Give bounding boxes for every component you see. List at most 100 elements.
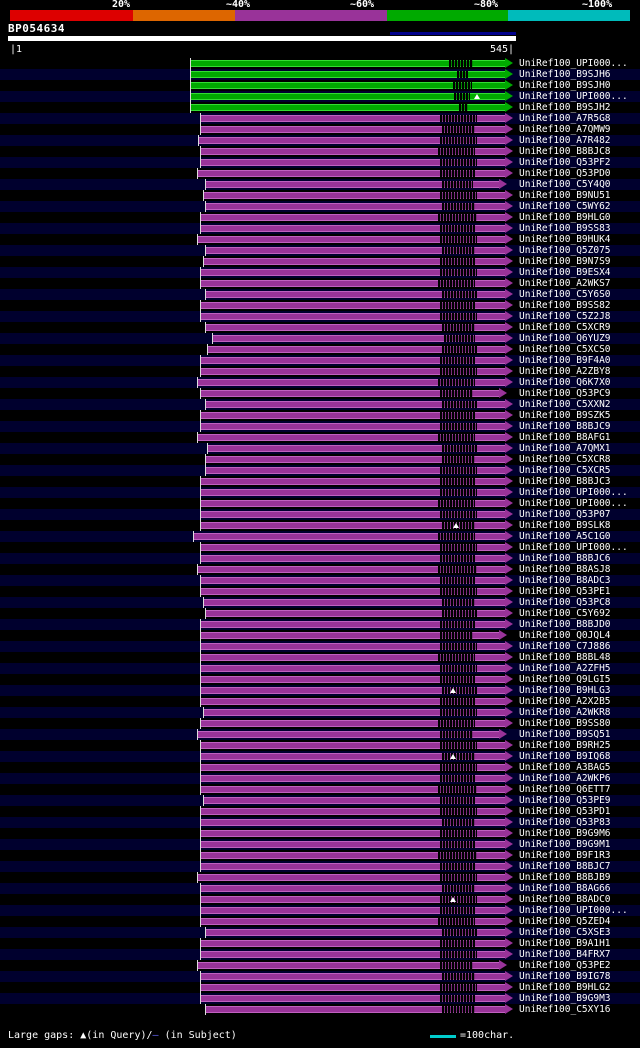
alignment-bar[interactable] xyxy=(200,905,514,916)
alignment-bar[interactable] xyxy=(200,982,514,993)
alignment-bar[interactable] xyxy=(200,663,514,674)
alignment-bar[interactable] xyxy=(204,1004,514,1015)
alignment-bar[interactable] xyxy=(204,465,514,476)
alignment-bar[interactable] xyxy=(189,58,514,69)
alignment-bar[interactable] xyxy=(200,520,514,531)
alignment-bar[interactable] xyxy=(200,861,514,872)
alignment-bar[interactable] xyxy=(197,432,514,443)
alignment-bar[interactable] xyxy=(200,157,514,168)
alignment-bar[interactable] xyxy=(200,938,514,949)
alignment-bar[interactable] xyxy=(200,278,514,289)
bar-start-tick xyxy=(200,696,202,707)
alignment-bar[interactable] xyxy=(204,608,514,619)
arrow-right-icon xyxy=(505,487,514,497)
alignment-bar[interactable] xyxy=(189,80,514,91)
alignment-bar[interactable] xyxy=(200,113,514,124)
alignment-bar[interactable] xyxy=(189,91,514,102)
alignment-bar[interactable] xyxy=(200,311,514,322)
alignment-bar[interactable] xyxy=(200,773,514,784)
alignment-bar[interactable] xyxy=(206,344,514,355)
hit-label: UniRef100_UPI000... xyxy=(519,58,628,69)
bar-start-tick xyxy=(200,718,202,729)
alignment-bar[interactable] xyxy=(200,740,514,751)
alignment-bar[interactable] xyxy=(200,762,514,773)
alignment-bar[interactable] xyxy=(200,487,514,498)
alignment-bar[interactable] xyxy=(197,564,514,575)
alignment-bar[interactable] xyxy=(200,212,514,223)
alignment-bar[interactable] xyxy=(200,366,514,377)
alignment-bar[interactable] xyxy=(204,399,514,410)
bar-start-tick xyxy=(200,520,202,531)
mismatch-hatch-region xyxy=(440,544,478,551)
alignment-bar[interactable] xyxy=(200,806,514,817)
alignment-bar[interactable] xyxy=(204,179,507,190)
alignment-bar[interactable] xyxy=(202,256,514,267)
alignment-bar[interactable] xyxy=(200,388,507,399)
alignment-row: UniRef100_B8ASJ8 xyxy=(0,564,640,575)
alignment-bar[interactable] xyxy=(200,146,514,157)
alignment-bar[interactable] xyxy=(202,707,514,718)
alignment-bar[interactable] xyxy=(198,135,514,146)
alignment-bar[interactable] xyxy=(197,234,514,245)
alignment-bar[interactable] xyxy=(200,652,514,663)
alignment-bar[interactable] xyxy=(189,102,514,113)
alignment-bar[interactable] xyxy=(200,267,514,278)
alignment-bar[interactable] xyxy=(200,509,514,520)
alignment-bar[interactable] xyxy=(200,696,514,707)
alignment-bar[interactable] xyxy=(212,333,514,344)
alignment-bar[interactable] xyxy=(200,828,514,839)
alignment-bar[interactable] xyxy=(200,850,514,861)
alignment-bar[interactable] xyxy=(200,476,514,487)
alignment-bar[interactable] xyxy=(206,443,514,454)
alignment-bar[interactable] xyxy=(189,69,514,80)
alignment-bar[interactable] xyxy=(200,575,514,586)
alignment-bar[interactable] xyxy=(200,817,514,828)
alignment-bar[interactable] xyxy=(200,421,514,432)
alignment-bar[interactable] xyxy=(200,993,514,1004)
alignment-bar[interactable] xyxy=(197,377,514,388)
alignment-bar[interactable] xyxy=(200,641,514,652)
hit-label: UniRef100_B9IQ68 xyxy=(519,751,611,762)
alignment-bar[interactable] xyxy=(204,201,514,212)
mismatch-hatch-region xyxy=(440,984,478,991)
alignment-bar[interactable] xyxy=(200,553,514,564)
alignment-bar[interactable] xyxy=(200,498,514,509)
bar-start-tick xyxy=(197,729,199,740)
alignment-bar[interactable] xyxy=(204,322,514,333)
alignment-bar[interactable] xyxy=(200,894,514,905)
alignment-bar[interactable] xyxy=(200,223,514,234)
alignment-bar[interactable] xyxy=(200,355,514,366)
alignment-bar[interactable] xyxy=(204,289,514,300)
alignment-bar[interactable] xyxy=(200,542,514,553)
alignment-bar[interactable] xyxy=(200,784,514,795)
alignment-row: UniRef100_A7R482 xyxy=(0,135,640,146)
alignment-bar[interactable] xyxy=(197,872,514,883)
hits-area: UniRef100_UPI000... UniRef100_B9SJH6 UniRe… xyxy=(0,58,640,1015)
alignment-bar[interactable] xyxy=(197,729,507,740)
alignment-bar[interactable] xyxy=(200,718,514,729)
alignment-bar[interactable] xyxy=(202,190,514,201)
alignment-bar[interactable] xyxy=(200,586,514,597)
alignment-bar[interactable] xyxy=(200,883,514,894)
alignment-bar[interactable] xyxy=(200,949,514,960)
alignment-bar[interactable] xyxy=(202,597,514,608)
alignment-bar[interactable] xyxy=(192,531,514,542)
alignment-bar[interactable] xyxy=(200,751,514,762)
alignment-bar[interactable] xyxy=(200,916,514,927)
alignment-bar[interactable] xyxy=(202,795,514,806)
alignment-bar[interactable] xyxy=(200,839,514,850)
alignment-bar[interactable] xyxy=(197,168,514,179)
alignment-bar[interactable] xyxy=(200,674,514,685)
alignment-bar[interactable] xyxy=(200,300,514,311)
alignment-bar[interactable] xyxy=(200,619,514,630)
alignment-bar[interactable] xyxy=(204,454,514,465)
alignment-bar[interactable] xyxy=(204,245,514,256)
alignment-bar[interactable] xyxy=(200,410,514,421)
alignment-bar[interactable] xyxy=(200,124,514,135)
alignment-bar[interactable] xyxy=(200,630,507,641)
alignment-bar[interactable] xyxy=(197,960,507,971)
alignment-bar[interactable] xyxy=(200,685,514,696)
alignment-bar[interactable] xyxy=(204,927,514,938)
hit-label: UniRef100_A7R5G8 xyxy=(519,113,611,124)
alignment-bar[interactable] xyxy=(200,971,514,982)
